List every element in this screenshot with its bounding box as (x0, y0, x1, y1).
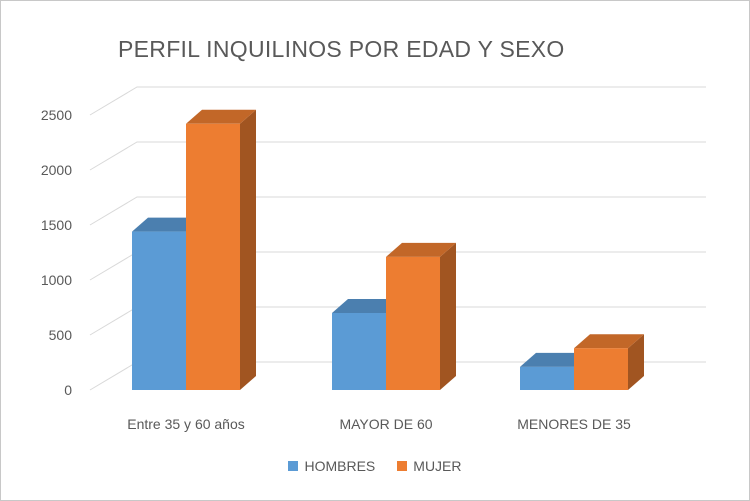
x-tick-label: MENORES DE 35 (517, 416, 631, 432)
legend-label-hombres: HOMBRES (304, 458, 376, 474)
legend-swatch-mujer (397, 461, 408, 471)
legend: HOMBRES MUJER (0, 458, 750, 474)
bar-side (240, 109, 256, 391)
bar-mujer-0 (186, 109, 256, 391)
y-tick-label: 0 (64, 382, 72, 398)
bar-front (386, 256, 440, 390)
bar-top (574, 334, 644, 349)
legend-item-hombres: HOMBRES (288, 458, 375, 474)
bar-mujer-2 (574, 334, 644, 390)
bar-top (520, 352, 590, 367)
legend-swatch-hombres (288, 461, 299, 471)
bar-side (628, 334, 644, 390)
x-tick-label: Entre 35 y 60 años (127, 416, 245, 432)
bar-front (186, 123, 240, 391)
x-tick-label: MAYOR DE 60 (339, 416, 432, 432)
gridline (89, 141, 706, 171)
bar-mujer-1 (386, 242, 456, 390)
bar-front (574, 348, 628, 390)
y-axis-ticks: 0 500 1000 1500 2000 2500 (41, 107, 72, 398)
y-tick-label: 1000 (41, 272, 72, 288)
bar-side (440, 242, 456, 390)
y-tick-label: 1500 (41, 217, 72, 233)
y-tick-label: 500 (49, 327, 73, 343)
bar-front (520, 366, 574, 390)
bar-top (186, 109, 256, 124)
y-tick-label: 2500 (41, 107, 72, 123)
legend-label-mujer: MUJER (413, 458, 462, 474)
gridline (89, 196, 706, 226)
y-tick-label: 2000 (41, 162, 72, 178)
bar-front (332, 313, 386, 390)
chart-title: PERFIL INQUILINOS POR EDAD Y SEXO (118, 36, 565, 62)
gridline (89, 86, 706, 116)
bar-top (132, 217, 202, 232)
legend-item-mujer: MUJER (397, 458, 462, 474)
x-axis-ticks: Entre 35 y 60 años MAYOR DE 60 MENORES DE … (127, 416, 631, 432)
bar-front (132, 231, 186, 390)
bar-top (332, 299, 402, 313)
bar-top (386, 242, 456, 257)
bars (132, 109, 644, 391)
